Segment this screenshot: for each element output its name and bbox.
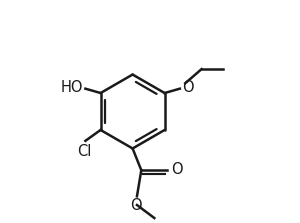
Text: O: O [171, 162, 182, 177]
Text: O: O [130, 198, 142, 213]
Text: Cl: Cl [77, 144, 92, 159]
Text: O: O [182, 80, 194, 95]
Text: HO: HO [61, 80, 83, 95]
